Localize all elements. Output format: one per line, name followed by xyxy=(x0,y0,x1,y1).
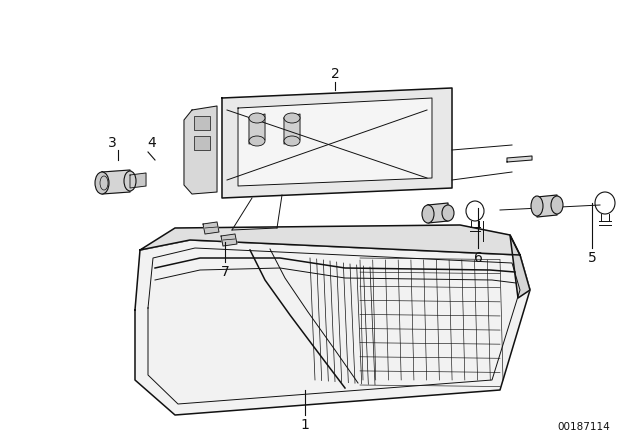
Ellipse shape xyxy=(249,136,265,146)
Polygon shape xyxy=(249,114,265,144)
Text: 5: 5 xyxy=(588,251,596,265)
Text: 2: 2 xyxy=(331,67,339,81)
Text: 3: 3 xyxy=(108,136,116,150)
Ellipse shape xyxy=(284,136,300,146)
Bar xyxy=(194,116,210,130)
Ellipse shape xyxy=(422,205,434,223)
Polygon shape xyxy=(428,203,448,223)
Polygon shape xyxy=(238,98,432,186)
Ellipse shape xyxy=(95,172,109,194)
Ellipse shape xyxy=(531,196,543,216)
Text: 7: 7 xyxy=(221,265,229,279)
Text: 4: 4 xyxy=(148,136,156,150)
Polygon shape xyxy=(140,225,520,255)
Ellipse shape xyxy=(551,196,563,214)
Polygon shape xyxy=(130,173,146,188)
Polygon shape xyxy=(102,170,130,194)
Polygon shape xyxy=(507,156,532,162)
Ellipse shape xyxy=(249,113,265,123)
Polygon shape xyxy=(222,88,452,198)
Ellipse shape xyxy=(442,205,454,221)
Polygon shape xyxy=(221,234,237,246)
Ellipse shape xyxy=(124,171,136,191)
Polygon shape xyxy=(184,106,217,194)
Bar xyxy=(194,136,210,150)
Text: 1: 1 xyxy=(301,418,309,432)
Polygon shape xyxy=(135,240,530,415)
Polygon shape xyxy=(203,222,219,234)
Text: 6: 6 xyxy=(474,251,483,265)
Polygon shape xyxy=(537,195,557,217)
Polygon shape xyxy=(510,235,530,298)
Polygon shape xyxy=(284,114,300,144)
Ellipse shape xyxy=(284,113,300,123)
Text: 00187114: 00187114 xyxy=(557,422,610,432)
